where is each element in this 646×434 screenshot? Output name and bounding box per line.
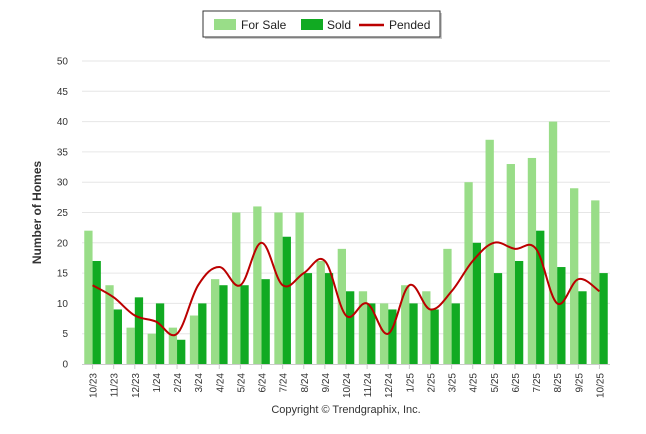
pended-line-layer [92,241,601,337]
y-axis-title: Number of Homes [30,161,44,265]
x-tick-label: 10/24 [342,373,353,398]
bar-for-sale [527,157,537,364]
bar-sold [536,230,545,364]
x-tick-label: 10/23 [89,373,100,398]
y-tick-label: 20 [57,238,69,249]
bar-sold [346,291,355,364]
x-tick-label: 7/25 [532,373,543,393]
legend-label-sold: Sold [327,18,351,32]
y-tick-label: 0 [62,360,68,371]
y-tick-label: 25 [57,208,69,219]
x-tick-label: 11/23 [110,373,121,398]
bar-sold [557,267,566,364]
bar-sold [514,260,524,364]
x-tick-label: 12/24 [384,373,395,398]
y-tick-label: 10 [57,299,69,310]
bar-for-sale [147,333,156,364]
bar-for-sale [443,248,452,364]
x-tick-label: 9/24 [321,373,332,393]
x-tick-label: 2/25 [426,373,437,393]
bar-for-sale [464,182,473,364]
bar-sold [240,285,249,364]
x-tick-label: 1/25 [405,373,416,393]
legend-label-for-sale: For Sale [241,18,287,32]
bar-sold [409,303,418,364]
bar-for-sale [485,139,494,364]
bar-sold [198,303,207,364]
bar-for-sale [210,279,220,364]
bar-for-sale [548,121,558,364]
bar-sold [388,309,397,364]
bar-for-sale [84,230,93,364]
chart-bars [84,121,608,364]
y-tick-label: 40 [57,117,69,128]
bar-sold [177,339,186,364]
legend-swatch-for-sale [214,19,236,30]
x-tick-label: 11/24 [363,373,374,398]
copyright-footer: Copyright © Trendgraphix, Inc. [271,404,420,416]
bar-for-sale [274,212,283,364]
bar-sold [430,309,439,364]
x-tick-label: 4/25 [469,373,480,393]
y-tick-label: 45 [57,87,69,98]
bar-sold [113,309,122,364]
x-tick-label: 8/24 [300,373,311,393]
bar-for-sale [358,291,368,364]
bar-sold [578,291,587,364]
x-tick-label: 3/24 [194,373,205,393]
bar-for-sale [168,327,178,364]
x-tick-label: 5/25 [490,373,501,393]
bar-for-sale [401,285,410,364]
bar-sold [155,303,165,364]
x-tick-label: 1/24 [152,373,163,393]
x-tick-label: 6/24 [258,373,269,393]
bar-sold [282,236,291,364]
x-tick-label: 9/25 [574,373,585,393]
y-tick-label: 30 [57,178,69,189]
x-tick-label: 5/24 [236,373,247,393]
x-tick-label: 10/25 [595,373,606,398]
bar-sold [599,273,608,364]
y-tick-label: 35 [57,147,69,158]
bar-sold [493,273,503,364]
bar-for-sale [422,291,431,364]
bar-sold [134,297,144,364]
x-tick-label: 8/25 [553,373,564,393]
bar-sold [219,285,228,364]
y-axis-ticks: 0 5 10 15 20 25 30 35 40 45 50 [57,57,69,371]
x-tick-label: 3/25 [448,373,459,393]
pended-line [92,241,601,337]
x-tick-label: 2/24 [173,373,184,393]
bar-for-sale [506,164,515,364]
bar-sold [324,273,334,364]
bar-for-sale [126,327,135,364]
bar-sold [303,273,313,364]
y-tick-label: 50 [57,57,69,68]
bar-sold [451,303,460,364]
bar-for-sale [253,206,262,364]
y-tick-label: 5 [62,329,68,340]
x-axis-ticks: 10/23 11/23 12/23 1/24 2/24 3/24 4/24 5/24 6/24 7… [89,364,606,398]
bar-sold [261,279,270,364]
bar-sold [472,242,482,364]
bar-sold [92,260,101,364]
bar-for-sale [316,260,325,364]
y-tick-label: 15 [57,269,69,280]
x-tick-label: 6/25 [511,373,522,393]
x-tick-label: 12/23 [131,373,142,398]
bar-for-sale [189,315,199,364]
bar-sold [367,303,376,364]
bar-for-sale [232,212,241,364]
bar-for-sale [295,212,304,364]
legend-swatch-sold [301,19,323,30]
x-tick-label: 4/24 [215,373,226,393]
x-tick-label: 7/24 [279,373,290,393]
bar-for-sale [105,285,114,364]
bar-for-sale [591,200,600,364]
bar-for-sale [570,188,579,364]
legend-label-pended: Pended [389,18,430,32]
chart-legend: For Sale Sold Pended [202,10,442,39]
